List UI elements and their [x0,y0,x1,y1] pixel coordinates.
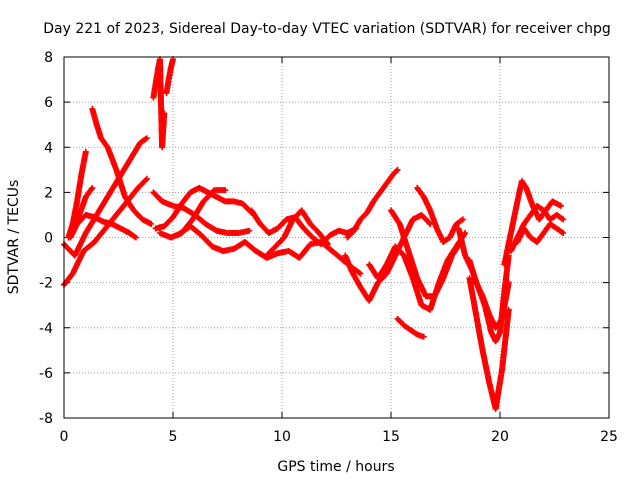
x-tick-label: 10 [273,429,291,445]
data-point [393,167,400,174]
series-track-6 [89,105,155,227]
data-point [420,333,427,340]
data-point [560,230,567,236]
y-tick-label: 8 [44,50,53,66]
y-tick-label: 6 [44,95,53,111]
data-point [161,110,168,117]
data-point [427,221,434,227]
series-track-18 [388,207,464,300]
series-track-26 [514,221,567,245]
series-track-9 [150,189,253,236]
y-tick-label: 0 [44,231,53,247]
series-track-8 [163,56,176,97]
series-track-12 [174,223,364,277]
series-track-5 [69,184,96,234]
y-axis-label: SDTVAR / TECUs [6,180,22,295]
series-track-23 [466,257,512,331]
x-tick-label: 20 [491,429,509,445]
data-point [560,216,567,223]
x-tick-label: 0 [60,429,69,445]
series-track-22 [466,275,512,412]
x-axis-label: GPS time / hours [277,459,394,475]
data-point [222,187,229,194]
series-track-24 [501,178,564,268]
y-tick-label: -8 [39,411,53,427]
data-point [324,241,331,248]
y-tick-label: -2 [39,276,53,292]
data-point [143,175,150,182]
data-point [558,202,564,209]
data-point [394,166,401,173]
data-point [148,221,155,227]
series-track-13 [248,207,360,248]
tick-labels: 0 5 10 15 20 25 -8 -6 -4 -2 0 2 4 6 8 [39,50,618,445]
data-point [82,148,89,155]
data-point [462,230,469,236]
chart-title: Day 221 of 2023, Sidereal Day-to-day VTE… [43,21,611,37]
series-track-19 [394,315,427,340]
series-track-14 [263,207,331,259]
series-track-7 [150,56,168,151]
y-tick-label: 2 [44,185,53,201]
data-point [143,135,150,142]
plot-frame [63,56,610,419]
x-tick-label: 25 [600,429,618,445]
x-tick-label: 5 [169,429,178,445]
data-point [132,234,139,241]
x-tick-label: 15 [382,429,400,445]
data-points [61,56,567,412]
data-point [459,216,466,223]
series-track-15 [344,166,401,241]
data-point [505,279,512,286]
data-point [89,184,96,191]
data-point [246,227,253,234]
y-tick-label: 4 [44,140,53,156]
series-track-20 [414,184,466,245]
y-tick-label: -6 [39,366,53,382]
data-point [357,270,364,277]
y-tick-label: -4 [39,321,53,337]
